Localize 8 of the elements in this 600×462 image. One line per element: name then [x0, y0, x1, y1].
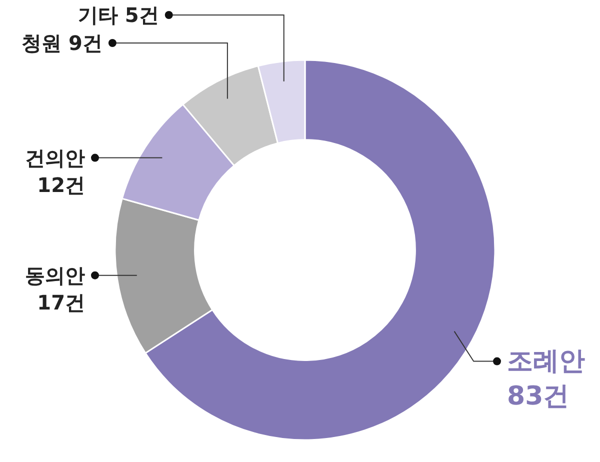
slice-label: 동의안	[25, 263, 85, 288]
slice-label: 청원 9건	[22, 31, 102, 55]
slice-label: 건의안	[25, 146, 85, 170]
slice-label: 기타 5건	[78, 3, 159, 27]
data-label: 12건	[37, 172, 85, 197]
data-label: 17건	[37, 290, 85, 314]
data-label: 83건	[507, 381, 570, 412]
slice-label: 조례안	[507, 346, 585, 376]
